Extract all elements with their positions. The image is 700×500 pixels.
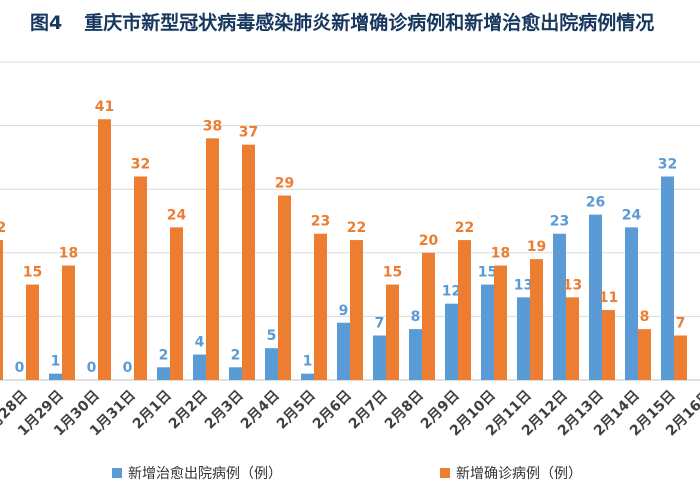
bar-confirmed [674, 335, 687, 380]
data-label-confirmed: 18 [491, 246, 510, 262]
bar-recovered [229, 367, 242, 380]
bar-recovered [445, 303, 458, 380]
data-label-recovered: 1 [51, 354, 61, 370]
legend-item-confirmed: 新增确诊病例（例） [440, 463, 582, 483]
x-tick-label: 2月6日 [310, 388, 355, 433]
bar-confirmed [170, 227, 183, 380]
bar-confirmed [26, 284, 39, 380]
x-tick-label: 2月8日 [382, 388, 427, 433]
legend-swatch-confirmed [440, 468, 450, 478]
data-label-recovered: 13 [514, 277, 533, 293]
bar-recovered [589, 214, 602, 380]
x-tick-label: 2月3日 [202, 388, 247, 433]
bar-recovered [337, 322, 350, 380]
bar-recovered [409, 329, 422, 380]
data-label-recovered: 2 [159, 347, 169, 363]
data-label-confirmed: 7 [676, 315, 686, 331]
bar-confirmed [566, 297, 579, 380]
data-label-confirmed: 23 [311, 214, 330, 230]
data-label-confirmed: 22 [455, 220, 474, 236]
data-label-confirmed: 8 [640, 309, 650, 325]
bar-confirmed [278, 195, 291, 380]
bar-confirmed [134, 176, 147, 380]
bar-recovered [157, 367, 170, 380]
data-label-recovered: 24 [622, 207, 642, 223]
data-label-confirmed: 13 [563, 277, 582, 293]
x-tick-label: 2月5日 [274, 388, 319, 433]
data-label-confirmed: 38 [203, 118, 222, 134]
bar-confirmed [350, 240, 363, 380]
bar-recovered [49, 373, 62, 380]
data-label-recovered: 8 [411, 309, 421, 325]
data-label-recovered: 9 [339, 303, 349, 319]
data-label-recovered: 4 [195, 335, 205, 351]
legend-item-recovered: 新增治愈出院病例（例） [112, 463, 282, 483]
data-label-confirmed: 18 [59, 246, 78, 262]
title-text: 重庆市新型冠状病毒感染肺炎新增确诊病例和新增治愈出院病例情况 [84, 12, 655, 34]
bar-confirmed [0, 240, 3, 380]
data-label-recovered: 12 [442, 284, 461, 300]
data-label-confirmed: 24 [167, 207, 187, 223]
bar-recovered [661, 176, 674, 380]
data-label-confirmed: 15 [23, 265, 42, 281]
bar-recovered [517, 297, 530, 380]
bar-recovered [625, 227, 638, 380]
legend-label-confirmed: 新增确诊病例（例） [456, 466, 582, 482]
data-label-recovered: 5 [267, 328, 277, 344]
data-label-recovered: 7 [375, 315, 385, 331]
bar-confirmed [206, 138, 219, 380]
bar-confirmed [458, 240, 471, 380]
x-tick-label: 2月1日 [130, 388, 175, 433]
legend-label-recovered: 新增治愈出院病例（例） [128, 466, 282, 482]
bar-confirmed [386, 284, 399, 380]
x-tick-label: 2月2日 [166, 388, 211, 433]
data-label-confirmed: 19 [527, 239, 546, 255]
data-label-confirmed: 37 [239, 125, 258, 141]
data-label-confirmed: 32 [131, 156, 150, 172]
bar-recovered [301, 373, 314, 380]
data-label-confirmed: 29 [275, 176, 294, 192]
figure-number: 图4 [30, 12, 63, 34]
bar-recovered [265, 348, 278, 380]
data-label-recovered: 0 [87, 360, 97, 376]
bar-confirmed [638, 329, 651, 380]
data-label-recovered: 0 [15, 360, 25, 376]
data-label-recovered: 15 [478, 265, 497, 281]
bar-confirmed [242, 144, 255, 380]
data-label-confirmed: 41 [95, 99, 114, 115]
bar-confirmed [494, 265, 507, 380]
data-label-recovered: 0 [123, 360, 133, 376]
x-tick-label: 2月7日 [346, 388, 391, 433]
bar-recovered [193, 354, 206, 380]
bar-recovered [553, 233, 566, 380]
bar-confirmed [422, 252, 435, 380]
bar-confirmed [62, 265, 75, 380]
bar-recovered [373, 335, 386, 380]
data-label-recovered: 26 [586, 195, 605, 211]
data-label-confirmed: 11 [599, 290, 618, 306]
data-label-recovered: 1 [303, 354, 313, 370]
legend-swatch-recovered [112, 468, 122, 478]
chart-title: 图4 重庆市新型冠状病毒感染肺炎新增确诊病例和新增治愈出院病例情况 [30, 8, 654, 35]
data-label-confirmed: 20 [419, 233, 439, 249]
bar-confirmed [530, 259, 543, 380]
data-label-confirmed: 15 [383, 265, 402, 281]
data-label-confirmed: 22 [0, 220, 6, 236]
bar-confirmed [98, 119, 111, 381]
bar-confirmed [602, 310, 615, 380]
data-label-confirmed: 22 [347, 220, 366, 236]
data-label-recovered: 32 [658, 156, 677, 172]
x-tick-label: 2月4日 [238, 388, 283, 433]
data-label-recovered: 2 [231, 347, 241, 363]
bar-recovered [481, 284, 494, 380]
data-label-recovered: 23 [550, 214, 569, 230]
bar-confirmed [314, 233, 327, 380]
